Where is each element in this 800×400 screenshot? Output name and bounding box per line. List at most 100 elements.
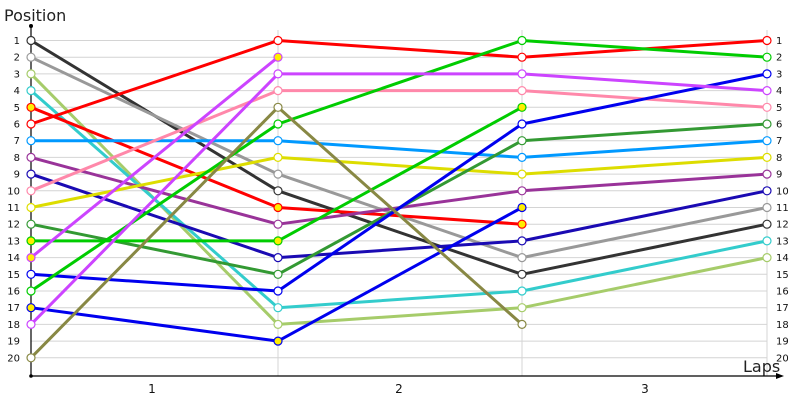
y-tick-label-right: 5 bbox=[776, 103, 782, 114]
y-tick-label-right: 6 bbox=[776, 120, 782, 131]
y-tick-label-right: 12 bbox=[776, 220, 789, 231]
y-tick-label: 19 bbox=[7, 337, 20, 348]
series-line bbox=[30, 39, 768, 293]
series-line bbox=[29, 72, 768, 326]
y-tick-label: 13 bbox=[7, 236, 20, 247]
y-axis-title: Position bbox=[4, 6, 66, 25]
y-tick-label: 17 bbox=[7, 303, 20, 314]
data-point-marker bbox=[26, 119, 36, 129]
data-point-marker bbox=[762, 169, 772, 179]
x-tick-label: 2 bbox=[395, 382, 403, 396]
data-point-marker bbox=[26, 353, 36, 363]
y-tick-label-right: 3 bbox=[776, 69, 782, 80]
data-point-marker bbox=[26, 286, 36, 296]
data-point-marker bbox=[273, 152, 283, 162]
data-point-marker bbox=[762, 236, 772, 246]
y-axis-arrow bbox=[29, 24, 33, 28]
data-point-marker bbox=[273, 202, 283, 213]
y-tick-label-right: 11 bbox=[776, 203, 789, 214]
data-point-marker bbox=[273, 69, 283, 79]
y-tick-label: 2 bbox=[14, 53, 20, 64]
data-point-marker bbox=[517, 69, 527, 79]
data-point-marker bbox=[273, 303, 283, 313]
y-tick-label-right: 14 bbox=[776, 253, 789, 264]
data-point-marker bbox=[273, 269, 283, 279]
data-point-marker bbox=[273, 52, 283, 62]
data-point-marker bbox=[26, 319, 36, 329]
y-tick-label: 1 bbox=[14, 36, 20, 47]
data-point-marker bbox=[762, 136, 772, 146]
series-line bbox=[30, 155, 768, 209]
data-point-marker bbox=[273, 35, 283, 46]
data-point-marker bbox=[517, 136, 527, 146]
data-point-marker bbox=[26, 219, 36, 229]
x-axis-title: Laps bbox=[743, 357, 780, 376]
data-point-marker bbox=[26, 253, 36, 263]
series-line bbox=[31, 139, 768, 159]
x-axis-arrow-icon bbox=[776, 373, 784, 379]
data-point-marker bbox=[762, 186, 772, 196]
data-point-marker bbox=[273, 186, 283, 196]
data-point-marker bbox=[762, 35, 772, 46]
data-point-marker bbox=[26, 269, 36, 279]
data-point-marker bbox=[517, 219, 527, 229]
data-point-marker bbox=[26, 35, 36, 46]
data-point-marker bbox=[762, 52, 772, 62]
data-point-marker bbox=[26, 136, 36, 146]
y-tick-label-right: 7 bbox=[776, 136, 782, 147]
y-tick-label: 6 bbox=[14, 120, 20, 131]
data-point-marker bbox=[273, 319, 283, 329]
y-tick-label: 9 bbox=[14, 170, 20, 181]
y-tick-label: 8 bbox=[14, 153, 20, 164]
data-point-marker bbox=[517, 269, 527, 279]
data-point-marker bbox=[517, 286, 527, 296]
data-point-marker bbox=[26, 186, 36, 196]
data-point-marker bbox=[517, 303, 527, 313]
series-line bbox=[30, 172, 768, 260]
series-line bbox=[30, 72, 768, 293]
y-tick-label: 16 bbox=[7, 287, 20, 298]
y-tick-label-right: 10 bbox=[776, 186, 789, 197]
y-tick-label-right: 20 bbox=[776, 353, 789, 364]
origin-dot bbox=[29, 374, 33, 378]
data-point-marker bbox=[273, 286, 283, 296]
series-line bbox=[29, 72, 768, 326]
y-tick-label: 14 bbox=[7, 253, 20, 264]
data-point-marker bbox=[26, 69, 36, 79]
y-tick-label: 15 bbox=[7, 270, 20, 281]
series-lines bbox=[29, 39, 768, 359]
y-tick-label: 5 bbox=[14, 103, 20, 114]
data-point-marker bbox=[26, 85, 36, 96]
y-tick-label-right: 13 bbox=[776, 236, 789, 247]
y-tick-label-right: 2 bbox=[776, 53, 782, 64]
data-point-marker bbox=[26, 52, 36, 62]
y-tick-label-right: 17 bbox=[776, 303, 789, 314]
y-tick-label: 18 bbox=[7, 320, 20, 331]
data-point-marker bbox=[762, 119, 772, 129]
x-tick-label: 3 bbox=[641, 382, 649, 396]
data-point-marker bbox=[762, 102, 772, 112]
y-tick-label-right: 18 bbox=[776, 320, 789, 331]
data-point-marker bbox=[273, 136, 283, 146]
data-point-marker bbox=[517, 169, 527, 179]
data-point-marker bbox=[762, 219, 772, 229]
data-point-marker bbox=[273, 169, 283, 179]
y-tick-label-right: 1 bbox=[776, 36, 782, 47]
data-point-marker bbox=[762, 152, 772, 162]
y-tick-label-right: 19 bbox=[776, 337, 789, 348]
x-tick-labels: 1 2 3 bbox=[148, 382, 649, 396]
y-tick-label: 10 bbox=[7, 186, 20, 197]
data-point-marker bbox=[26, 152, 36, 162]
data-point-marker bbox=[273, 85, 283, 96]
y-tick-label-right: 16 bbox=[776, 287, 789, 298]
y-tick-label-right: 9 bbox=[776, 170, 782, 181]
data-point-marker bbox=[762, 253, 772, 263]
y-tick-label: 12 bbox=[7, 220, 20, 231]
data-point-marker bbox=[517, 186, 527, 196]
y-tick-label: 11 bbox=[7, 203, 20, 214]
data-point-marker bbox=[273, 219, 283, 229]
data-point-marker bbox=[517, 253, 527, 263]
